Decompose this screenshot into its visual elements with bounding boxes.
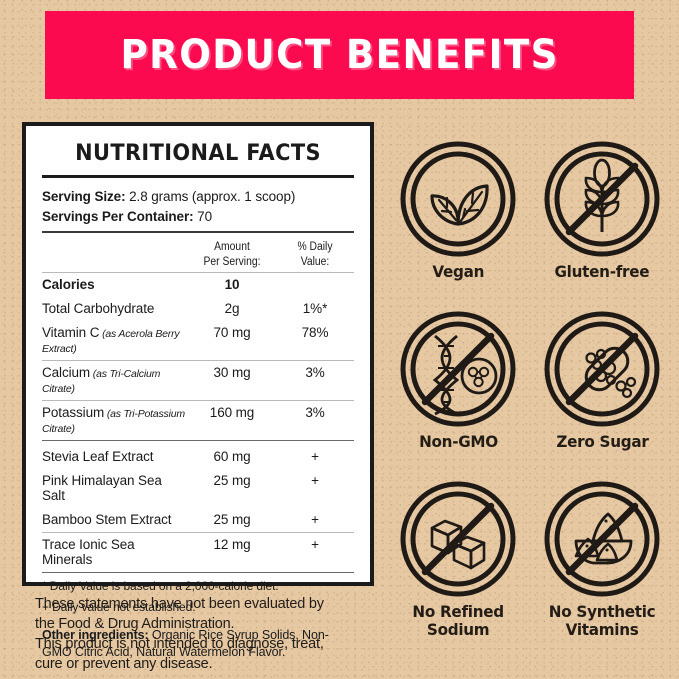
nutrient-row: Total Carbohydrate 2g 1%* [42,297,354,321]
badge-label-zero-sugar: Zero Sugar [555,432,649,451]
nutrient-row: Vitamin C (as Acerola Berry Extract) 70 m… [42,321,354,360]
serving-size-label: Serving Size: [42,189,126,204]
nutrient-rows: Calories 10 Total Carbohydrate 2g 1%* Vitamin… [42,273,354,573]
nutrient-name: Calcium (as Tri-Calcium Citrate) [42,365,161,396]
nutrient-daily-value: + [311,512,319,528]
nutrient-amount: 25 mg [213,473,251,489]
nutrient-amount: 60 mg [213,449,251,465]
column-header-dv-line1: % Daily [297,241,333,254]
fda-disclaimer: These statements have not been evaluated… [35,595,385,674]
footnote-plus: + Daily value not established. [42,599,196,614]
nutrient-amount: 2g [224,301,240,317]
nutrient-daily-value: 3% [305,405,325,421]
header-row-divider [42,271,354,273]
other-ingredients-label: Other ingredients: [42,627,149,642]
column-header-amount: Amount Per Serving: [192,240,271,269]
nutrient-amount: 160 mg [209,405,255,421]
row-divider [42,531,354,533]
nutrient-row: Trace Ionic Sea Minerals 12 mg + [42,533,354,572]
nutrient-source: (as Tri-Potassium Citrate) [42,408,185,436]
footnote-star: * Daily Value is based on a 2,000-calori… [42,578,279,593]
nutrient-daily-value: + [311,473,319,489]
nutrient-daily-value: + [311,537,319,553]
nutrient-name: Stevia Leaf Extract [42,449,154,465]
nutrient-source: (as Acerola Berry Extract) [42,328,180,356]
badge-label-no-refined-sodium: No Refined Sodium [412,602,504,639]
badge-label-no-synthetic-vitamins: No Synthetic Vitamins [549,603,656,639]
badge-no-refined-sodium: No Refined Sodium [392,480,524,650]
column-header-daily-value: % Daily Value: [280,240,350,269]
servings-per-container-value: 70 [197,208,212,224]
badge-label-gluten-free: Gluten-free [554,262,650,281]
nutrient-row: Stevia Leaf Extract 60 mg + [42,445,354,469]
nutrient-name: Potassium (as Tri-Potassium Citrate) [42,405,185,436]
badge-gluten-free: Gluten-free [536,140,668,310]
nutrient-daily-value: 3% [305,365,325,381]
badge-zero-sugar: Zero Sugar [536,310,668,480]
nutrient-daily-value: 78% [301,325,329,341]
nutrient-name: Bamboo Stem Extract [42,512,172,528]
nutrient-name: Trace Ionic Sea Minerals [42,537,135,568]
nutrient-source: (as Tri-Calcium Citrate) [42,368,161,396]
wheat-icon [544,141,660,257]
column-header-dv-line2: Value: [300,255,330,268]
section-divider [42,439,354,441]
nutrient-amount: 12 mg [213,537,251,553]
header-banner: PRODUCT BENEFITS [45,11,634,99]
table-column-headers: Amount Per Serving: % Daily Value: [42,240,354,272]
powder-scoop-icon [544,481,660,597]
badge-label-line2: Sodium [426,619,490,639]
page-title: PRODUCT BENEFITS [120,32,559,78]
salt-cubes-icon [400,481,516,597]
section-divider [42,571,354,573]
badge-label-vegan: Vegan [432,262,484,281]
leaves-icon [400,141,516,257]
benefit-badges: Vegan Gluten-free [392,140,668,650]
nutrition-facts-title: NUTRITIONAL FACTS [75,141,321,166]
badge-label-line1: No Synthetic [548,602,656,621]
badge-no-synthetic-vitamins: No Synthetic Vitamins [536,480,668,650]
nutrient-amount: 70 mg [213,325,251,341]
nutrient-name: Pink Himalayan Sea Salt [42,473,162,504]
disclaimer-line-4: cure or prevent any disease. [35,655,213,672]
badge-non-gmo: Non-GMO [392,310,524,480]
badge-vegan: Vegan [392,140,524,310]
nutrient-row: Potassium (as Tri-Potassium Citrate) 160 … [42,401,354,440]
disclaimer-line-2: the Food & Drug Administration. [35,615,235,632]
nutrient-name: Vitamin C (as Acerola Berry Extract) [42,325,180,356]
badge-label-line2: Vitamins [565,619,639,639]
row-divider [42,399,354,401]
row-divider [42,359,354,361]
other-ingredients-value: Organic Rice Syrup Solids, Non-GMO Citri… [42,627,329,660]
nutrient-name: Calories [42,277,95,293]
dna-molecule-icon [400,311,516,427]
servings-per-container-line: Servings Per Container: 70 [42,207,354,227]
nutrient-amount: 25 mg [213,512,251,528]
nutrient-name: Total Carbohydrate [42,301,155,317]
serving-size-line: Serving Size: 2.8 grams (approx. 1 scoop… [42,187,354,207]
nutrient-row: Bamboo Stem Extract 25 mg + [42,508,354,532]
nutrient-row: Pink Himalayan Sea Salt 25 mg + [42,469,354,508]
nutrient-amount: 30 mg [213,365,251,381]
other-ingredients: Other ingredients: Organic Rice Syrup So… [42,627,354,662]
disclaimer-line-3: This product is not intended to diagnose… [35,635,324,652]
column-header-amount-line1: Amount [214,241,250,254]
nutrient-row: Calcium (as Tri-Calcium Citrate) 30 mg 3% [42,361,354,400]
disclaimer-line-1: These statements have not been evaluated… [35,596,324,612]
nutrient-row: Calories 10 [42,273,354,297]
serving-size-value: 2.8 grams (approx. 1 scoop) [129,189,296,204]
nutrient-daily-value: + [311,449,319,465]
serving-divider [42,231,354,234]
nutrition-facts-panel: NUTRITIONAL FACTS Serving Size: 2.8 gram… [22,122,374,659]
nutrient-amount: 10 [224,277,240,293]
servings-per-container-label: Servings Per Container: [42,208,194,224]
badge-label-non-gmo: Non-GMO [418,432,498,451]
column-header-amount-line2: Per Serving: [203,255,261,268]
nutrient-daily-value: 1%* [302,301,328,317]
badge-label-line1: No Refined [412,602,504,621]
sugar-packet-icon [544,311,660,427]
title-divider [42,175,354,178]
